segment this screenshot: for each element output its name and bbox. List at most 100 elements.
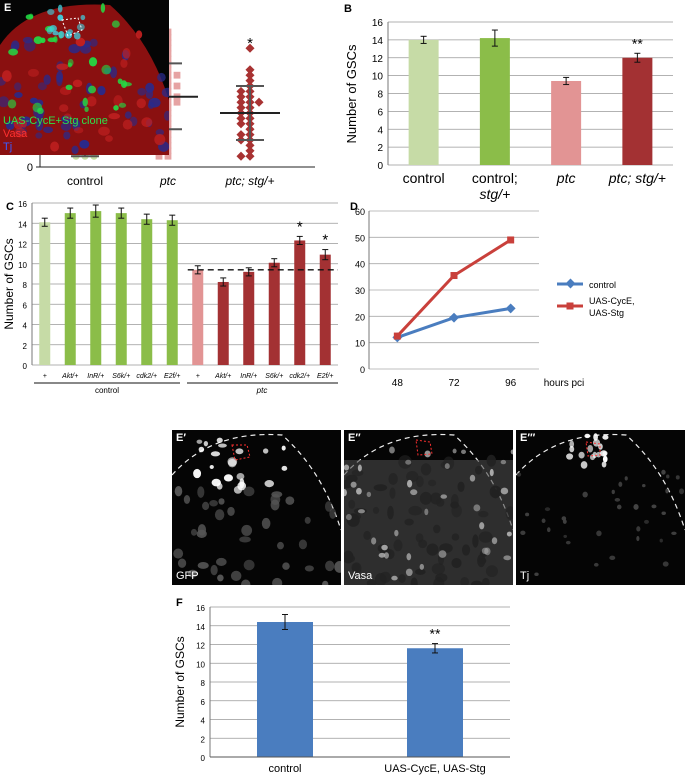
data-marker	[393, 332, 401, 340]
cell-nucleus	[351, 469, 364, 477]
legend-label: UAS-Stg	[589, 308, 624, 318]
cell-nucleus	[111, 20, 120, 28]
cell-nucleus	[398, 574, 406, 583]
cell-nucleus	[241, 524, 253, 536]
cell-nucleus	[344, 554, 356, 563]
cell-nucleus	[47, 8, 55, 16]
cell-nucleus	[418, 539, 428, 549]
x-category-label: S6k/+	[265, 373, 283, 380]
x-category-label: InR/+	[240, 373, 257, 380]
cell-nucleus	[616, 504, 622, 510]
micrograph-e3-tj: E′′′ Tj	[516, 430, 685, 585]
cell-nucleus	[406, 479, 413, 488]
cell-nucleus	[281, 465, 288, 471]
legend-label: control	[589, 280, 616, 290]
cell-nucleus	[145, 82, 155, 93]
cell-nucleus	[601, 461, 607, 468]
cell-nucleus	[433, 577, 445, 585]
micrograph-e2-vasa: E′′ Vasa	[344, 430, 513, 585]
cell-nucleus	[393, 539, 403, 552]
cell-nucleus	[357, 464, 362, 472]
bar	[268, 262, 280, 365]
bar	[192, 269, 204, 365]
cell-nucleus	[210, 451, 221, 457]
cell-nucleus	[298, 539, 308, 550]
y-axis-title: Number of GSCs	[2, 238, 16, 329]
data-point	[236, 119, 246, 129]
cell-nucleus	[388, 473, 398, 485]
cell-nucleus	[473, 504, 481, 512]
cell-nucleus	[419, 563, 425, 570]
y-tick-label: 0	[27, 162, 33, 174]
cell-nucleus	[329, 508, 337, 519]
y-tick-label: 4	[377, 125, 383, 136]
cell-nucleus	[13, 118, 24, 130]
cell-nucleus	[87, 85, 97, 94]
cell-nucleus	[177, 558, 187, 568]
y-tick-label: 6	[23, 301, 28, 310]
cell-nucleus	[416, 475, 424, 488]
x-category-label: ptc	[556, 170, 576, 186]
cell-nucleus	[236, 472, 245, 480]
cell-nucleus	[304, 565, 314, 572]
cell-nucleus	[665, 488, 669, 494]
cell-nucleus	[356, 487, 362, 495]
hub-outline	[231, 444, 251, 461]
cell-nucleus	[387, 505, 394, 520]
data-point	[236, 86, 246, 96]
cell-nucleus	[450, 501, 459, 509]
cell-nucleus	[67, 62, 73, 68]
cell-nucleus	[345, 474, 358, 483]
y-tick-label: 10	[18, 261, 27, 270]
cell-nucleus	[137, 88, 147, 96]
cell-nucleus	[614, 498, 621, 502]
cell-nucleus	[35, 132, 43, 139]
bar	[64, 213, 76, 365]
cell-nucleus	[424, 450, 431, 458]
cell-nucleus	[157, 72, 166, 82]
bar	[319, 254, 331, 365]
x-axis-title: hours pci	[544, 378, 585, 389]
y-tick-label: 16	[196, 604, 205, 613]
cell-nucleus	[117, 78, 123, 85]
y-tick-label: 10	[196, 660, 205, 669]
y-tick-label: 2	[23, 342, 28, 351]
legend-marker	[565, 278, 576, 289]
cell-nucleus	[210, 564, 218, 576]
y-tick-label: 20	[355, 312, 365, 322]
cell-nucleus	[304, 516, 311, 524]
cell-nucleus	[14, 91, 23, 98]
cell-nucleus	[227, 458, 237, 468]
data-point	[173, 71, 181, 79]
cell-nucleus	[500, 487, 509, 495]
cell-nucleus	[262, 448, 269, 454]
cell-nucleus	[602, 455, 608, 463]
y-tick-label: 10	[372, 72, 384, 83]
cell-nucleus	[398, 455, 412, 469]
cell-nucleus	[602, 451, 607, 457]
cell-nucleus	[348, 499, 356, 509]
cell-nucleus	[661, 511, 666, 515]
cell-nucleus	[394, 529, 399, 537]
cell-nucleus	[49, 24, 57, 33]
cell-nucleus	[481, 577, 490, 585]
cell-nucleus	[479, 522, 485, 530]
cell-nucleus	[135, 30, 143, 39]
cell-nucleus	[8, 48, 19, 56]
y-tick-label: 2	[377, 143, 383, 154]
cell-nucleus	[72, 79, 83, 88]
cell-nucleus	[223, 474, 234, 482]
cell-nucleus	[58, 31, 65, 39]
cell-nucleus	[659, 538, 663, 543]
cell-nucleus	[436, 498, 445, 507]
x-category-label: Akt/+	[214, 373, 231, 380]
cell-nucleus	[243, 559, 255, 571]
x-category-label: control	[268, 763, 301, 775]
cell-nucleus	[357, 509, 365, 514]
legend-tj: Tj	[3, 141, 13, 153]
cell-nucleus	[562, 519, 567, 524]
cell-nucleus	[424, 508, 429, 516]
cell-nucleus	[73, 127, 84, 134]
cell-nucleus	[57, 14, 64, 21]
cell-nucleus	[7, 99, 17, 109]
